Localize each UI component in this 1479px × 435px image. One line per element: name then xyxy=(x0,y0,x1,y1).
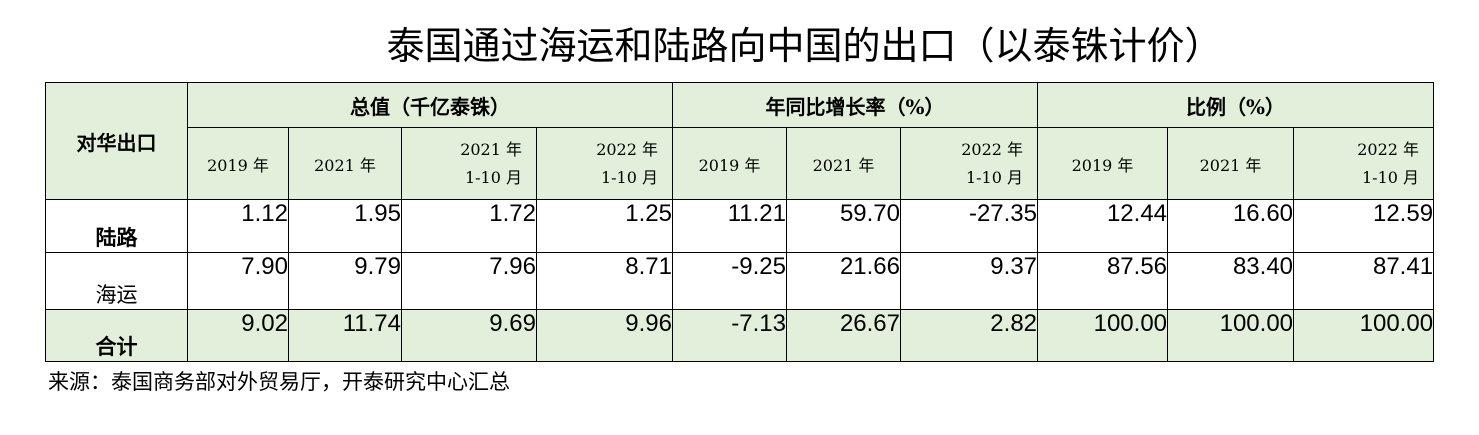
table-cell: 9.96 xyxy=(536,309,673,362)
table-cell: 11.21 xyxy=(672,199,787,253)
table-cell: -7.13 xyxy=(672,309,787,362)
table-cell: 21.66 xyxy=(786,252,901,310)
table-cell: 1.12 xyxy=(187,199,289,253)
table-cell: -27.35 xyxy=(899,199,1039,253)
table-row: 海运 7.90 9.79 7.96 8.71 -9.25 21.66 9.37 … xyxy=(45,252,1435,310)
table-row-total: 合计 9.02 11.74 9.69 9.96 -7.13 26.67 2.82… xyxy=(45,309,1435,362)
row-label: 合计 xyxy=(45,309,188,362)
col-header: 2021 年 xyxy=(1167,127,1295,200)
table-row: 陆路 1.12 1.95 1.72 1.25 11.21 59.70 -27.3… xyxy=(45,199,1435,253)
table-cell: 12.59 xyxy=(1293,199,1435,253)
table-cell: 7.90 xyxy=(187,252,289,310)
row-label: 陆路 xyxy=(45,199,188,253)
table-cell: 9.02 xyxy=(187,309,289,362)
col-header: 2021 年 1-10 月 xyxy=(401,127,537,200)
page-title: 泰国通过海运和陆路向中国的出口（以泰铢计价） xyxy=(386,24,1223,68)
group-header-growth: 年同比增长率（%） xyxy=(671,82,1039,128)
col-header: 2019 年 xyxy=(1037,127,1169,200)
table-cell: 100.00 xyxy=(1167,309,1295,362)
col-header: 2019 年 xyxy=(672,127,787,200)
col-header: 2021 年 xyxy=(288,127,402,200)
table-cell: 9.37 xyxy=(899,252,1039,310)
table-cell: 12.44 xyxy=(1037,199,1169,253)
table-cell: 87.56 xyxy=(1037,252,1169,310)
table-cell: 8.71 xyxy=(536,252,673,310)
table-cell: 100.00 xyxy=(1037,309,1169,362)
table-cell: 11.74 xyxy=(288,309,402,362)
group-header-total: 总值（千亿泰铢） xyxy=(187,82,673,128)
table-cell: 7.96 xyxy=(401,252,537,310)
export-table: 对华出口 总值（千亿泰铢） 年同比增长率（%） 比例（%） 2019 年 202… xyxy=(45,82,1435,362)
col-header: 2022 年 1-10 月 xyxy=(899,127,1039,200)
table-cell: 1.25 xyxy=(536,199,673,253)
col-header: 2022 年 1-10 月 xyxy=(536,127,673,200)
table-cell: 9.79 xyxy=(288,252,402,310)
source-note: 来源：泰国商务部对外贸易厅，开泰研究中心汇总 xyxy=(48,370,510,394)
table-cell: 1.72 xyxy=(401,199,537,253)
table-cell: 87.41 xyxy=(1293,252,1435,310)
col-header: 2021 年 xyxy=(786,127,901,200)
table-cell: 9.69 xyxy=(401,309,537,362)
col-header: 2019 年 xyxy=(187,127,289,200)
table-cell: 59.70 xyxy=(786,199,901,253)
table-cell: 100.00 xyxy=(1293,309,1435,362)
table-cell: -9.25 xyxy=(672,252,787,310)
table-cell: 16.60 xyxy=(1167,199,1295,253)
table-cell: 2.82 xyxy=(899,309,1039,362)
table-cell: 83.40 xyxy=(1167,252,1295,310)
row-label: 海运 xyxy=(45,252,188,310)
col-header: 2022 年 1-10 月 xyxy=(1293,127,1435,200)
group-header-share: 比例（%） xyxy=(1037,82,1435,128)
table-cell: 1.95 xyxy=(288,199,402,253)
corner-header: 对华出口 xyxy=(45,82,188,200)
table-cell: 26.67 xyxy=(786,309,901,362)
